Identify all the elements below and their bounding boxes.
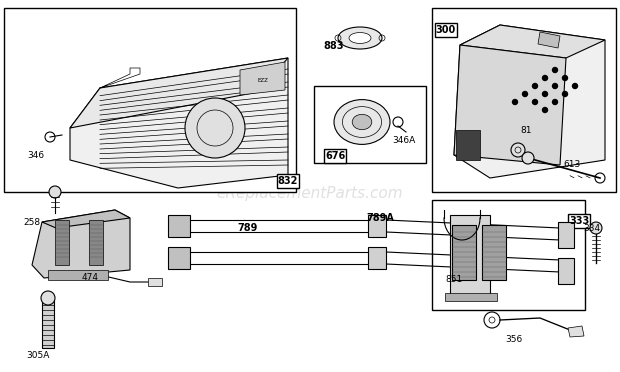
Text: 613: 613 xyxy=(564,160,580,169)
Ellipse shape xyxy=(349,32,371,44)
Circle shape xyxy=(572,83,577,89)
Bar xyxy=(452,225,476,280)
Circle shape xyxy=(542,108,547,112)
Bar xyxy=(558,258,574,284)
Text: eReplacementParts.com: eReplacementParts.com xyxy=(216,186,404,201)
Circle shape xyxy=(590,222,602,234)
Text: 334: 334 xyxy=(583,224,601,232)
Bar xyxy=(324,149,346,163)
Bar xyxy=(482,225,506,280)
Bar xyxy=(4,8,296,192)
Circle shape xyxy=(552,67,557,73)
Bar xyxy=(55,220,69,265)
Bar xyxy=(445,293,497,301)
Bar xyxy=(48,270,108,280)
Ellipse shape xyxy=(352,114,372,130)
Text: 789A: 789A xyxy=(366,213,394,223)
Bar xyxy=(168,215,190,237)
Ellipse shape xyxy=(334,100,390,144)
Circle shape xyxy=(522,152,534,164)
Bar xyxy=(168,247,190,269)
Circle shape xyxy=(49,186,61,198)
Bar xyxy=(368,247,386,269)
Text: 305A: 305A xyxy=(26,350,50,359)
Circle shape xyxy=(552,99,557,105)
Circle shape xyxy=(533,83,538,89)
Polygon shape xyxy=(568,326,584,337)
Text: EZZ: EZZ xyxy=(257,77,268,83)
Bar xyxy=(277,174,299,188)
Bar xyxy=(568,214,590,228)
Polygon shape xyxy=(70,58,288,128)
Circle shape xyxy=(185,98,245,158)
Text: 832: 832 xyxy=(278,176,298,186)
Text: 300: 300 xyxy=(436,25,456,35)
Text: 333: 333 xyxy=(569,216,589,226)
Bar xyxy=(314,86,426,163)
Polygon shape xyxy=(456,130,480,160)
Polygon shape xyxy=(450,215,490,298)
Text: 356: 356 xyxy=(505,336,523,344)
Polygon shape xyxy=(42,300,54,348)
Polygon shape xyxy=(240,62,285,95)
Polygon shape xyxy=(460,25,605,58)
Circle shape xyxy=(41,291,55,305)
Text: 676: 676 xyxy=(325,151,345,161)
Circle shape xyxy=(542,76,547,80)
Ellipse shape xyxy=(338,27,382,49)
Circle shape xyxy=(511,143,525,157)
Polygon shape xyxy=(42,210,130,228)
Text: 883: 883 xyxy=(324,41,344,51)
Text: 851: 851 xyxy=(445,276,463,285)
Text: 474: 474 xyxy=(81,273,99,282)
Bar xyxy=(89,220,103,265)
Circle shape xyxy=(533,99,538,105)
Text: 789: 789 xyxy=(238,223,258,233)
Bar xyxy=(558,222,574,248)
Bar xyxy=(435,23,457,37)
Bar xyxy=(432,200,585,310)
Bar xyxy=(432,8,616,192)
Polygon shape xyxy=(454,45,566,165)
Polygon shape xyxy=(70,58,288,188)
Circle shape xyxy=(523,92,528,96)
Text: 346: 346 xyxy=(27,151,45,160)
Polygon shape xyxy=(454,25,605,178)
Circle shape xyxy=(552,83,557,89)
Circle shape xyxy=(562,92,567,96)
Circle shape xyxy=(513,99,518,105)
Text: 81: 81 xyxy=(520,125,532,135)
Circle shape xyxy=(562,76,567,80)
Polygon shape xyxy=(538,32,560,48)
Bar xyxy=(148,278,162,286)
Text: 258: 258 xyxy=(24,218,40,227)
Circle shape xyxy=(542,92,547,96)
Bar xyxy=(368,215,386,237)
Text: 346A: 346A xyxy=(392,135,415,144)
Polygon shape xyxy=(32,210,130,278)
